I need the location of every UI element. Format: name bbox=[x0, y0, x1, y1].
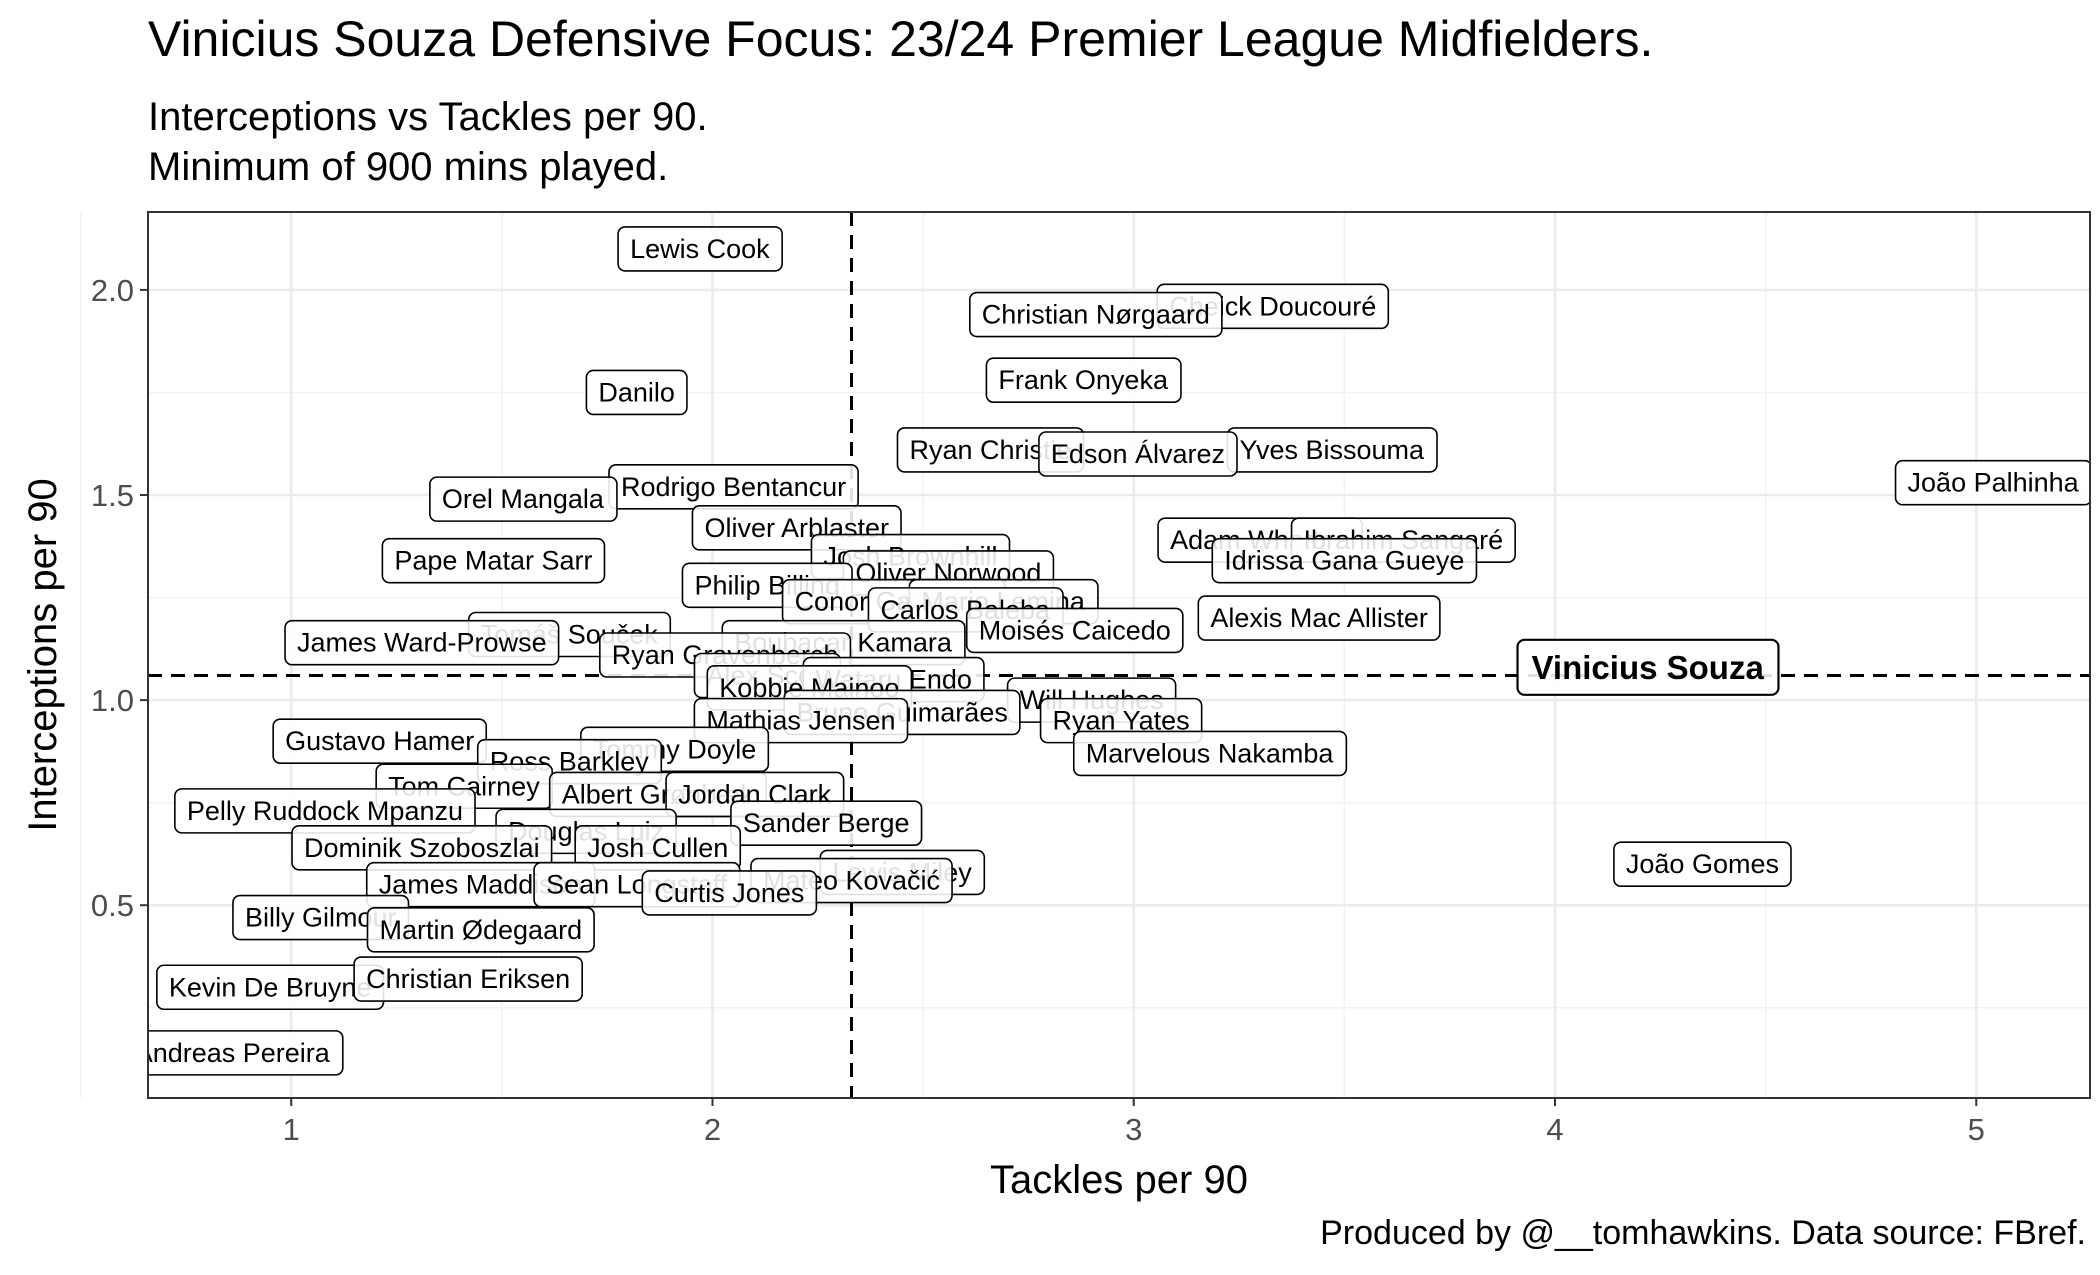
x-axis-title: Tackles per 90 bbox=[990, 1158, 1248, 1202]
label-box bbox=[353, 956, 583, 1002]
label-box bbox=[1613, 841, 1792, 887]
point-label: João Palhinha bbox=[1894, 459, 2090, 506]
label-text: Lewis Cook bbox=[630, 234, 770, 264]
highlight-point-label: Vinicius Souza bbox=[1516, 638, 1780, 696]
subtitle-line-1: Interceptions vs Tackles per 90. bbox=[148, 95, 708, 139]
label-text: Dominik Szoboszlai bbox=[304, 833, 540, 863]
label-box bbox=[1197, 595, 1441, 641]
point-label: Pelly Ruddock Mpanzu bbox=[174, 788, 476, 834]
x-tick-label: 4 bbox=[1546, 1112, 1563, 1147]
point-label: Frank Onyeka bbox=[985, 357, 1182, 403]
y-tick-label: 2.0 bbox=[91, 273, 134, 308]
subtitle-line-2: Minimum of 900 mins played. bbox=[148, 145, 669, 189]
label-box bbox=[985, 357, 1182, 403]
point-label: Moisés Caicedo bbox=[965, 607, 1184, 654]
label-box bbox=[617, 226, 783, 272]
label-text: Alexis Mac Allister bbox=[1210, 603, 1428, 633]
label-box bbox=[1038, 431, 1238, 477]
point-label: James Ward-Prowse bbox=[284, 619, 560, 666]
label-text: Sander Berge bbox=[743, 808, 910, 838]
label-text: Martin Ødegaard bbox=[379, 915, 582, 945]
label-text: João Palhinha bbox=[1908, 468, 2080, 498]
label-text: João Gomes bbox=[1626, 849, 1779, 879]
point-label: Idrissa Gana Gueye bbox=[1211, 537, 1478, 584]
plot-panel-border bbox=[147, 211, 2091, 1099]
label-box bbox=[730, 800, 923, 846]
x-tick-label: 2 bbox=[704, 1112, 721, 1147]
point-label: Danilo bbox=[585, 369, 688, 416]
label-box bbox=[1894, 459, 2090, 506]
label-text: Pape Matar Sarr bbox=[394, 546, 592, 576]
label-box bbox=[366, 907, 595, 953]
label-text: Rodrigo Bentancur bbox=[621, 472, 846, 502]
point-label: Andreas Pereira bbox=[135, 1030, 344, 1076]
label-text: Gustavo Hamer bbox=[285, 726, 474, 756]
label-text: Pelly Ruddock Mpanzu bbox=[187, 796, 463, 826]
label-text: Andreas Pereira bbox=[135, 1038, 331, 1068]
point-label: Martin Ødegaard bbox=[366, 907, 595, 953]
y-axis-ticks: 0.5 1.0 1.5 2.0 bbox=[91, 273, 148, 923]
label-text: Marvelous Nakamba bbox=[1086, 738, 1335, 768]
x-tick-label: 5 bbox=[1968, 1112, 1985, 1147]
point-label: Sander Berge bbox=[730, 800, 923, 846]
point-label: Rodrigo Bentancur bbox=[608, 464, 859, 510]
point-label: Gustavo Hamer bbox=[272, 718, 488, 764]
label-text: Moisés Caicedo bbox=[979, 615, 1171, 645]
label-text: Josh Cullen bbox=[587, 833, 728, 863]
point-label: Christian Nørgaard bbox=[968, 291, 1223, 338]
chart-title: Vinicius Souza Defensive Focus: 23/24 Pr… bbox=[148, 11, 1654, 67]
point-label: Lewis Cook bbox=[617, 226, 783, 272]
point-label: Edson Álvarez bbox=[1038, 431, 1238, 477]
label-box bbox=[1072, 730, 1348, 777]
point-label: Pape Matar Sarr bbox=[381, 537, 606, 584]
y-tick-label: 1.0 bbox=[91, 683, 134, 718]
y-tick-label: 0.5 bbox=[91, 888, 134, 923]
point-label: João Gomes bbox=[1613, 841, 1792, 887]
label-text: Danilo bbox=[598, 377, 675, 407]
label-box bbox=[284, 619, 560, 666]
point-label: Alexis Mac Allister bbox=[1197, 595, 1441, 641]
x-tick-label: 1 bbox=[283, 1112, 300, 1147]
point-label: Christian Eriksen bbox=[353, 956, 583, 1002]
x-tick-label: 3 bbox=[1125, 1112, 1142, 1147]
label-box bbox=[1516, 638, 1780, 696]
label-text: James Ward-Prowse bbox=[297, 628, 547, 658]
label-box bbox=[1211, 537, 1478, 584]
point-label: Dominik Szoboszlai bbox=[291, 824, 553, 871]
label-text: Ryan Yates bbox=[1053, 706, 1190, 736]
label-text: Curtis Jones bbox=[654, 878, 804, 908]
chart-caption: Produced by @__tomhawkins. Data source: … bbox=[1320, 1214, 2086, 1252]
y-axis-title: Interceptions per 90 bbox=[21, 478, 65, 832]
x-axis-ticks: 1 2 3 4 5 bbox=[283, 1098, 1985, 1147]
label-box bbox=[148, 1030, 344, 1076]
point-label: Orel Mangala bbox=[429, 476, 618, 522]
point-label: Yves Bissouma bbox=[1226, 427, 1438, 473]
label-text: Christian Eriksen bbox=[366, 964, 570, 994]
chart-subtitle: Interceptions vs Tackles per 90. Minimum… bbox=[148, 92, 708, 192]
label-box bbox=[381, 537, 606, 584]
label-text: Idrissa Gana Gueye bbox=[1224, 546, 1464, 576]
label-text: Vinicius Souza bbox=[1532, 649, 1765, 686]
label-box bbox=[585, 369, 688, 416]
label-text: Edson Álvarez bbox=[1051, 439, 1225, 469]
point-label: Marvelous Nakamba bbox=[1072, 730, 1348, 777]
label-box bbox=[641, 870, 818, 916]
label-text: Yves Bissouma bbox=[1239, 435, 1425, 465]
label-text: Kevin De Bruyne bbox=[169, 972, 372, 1002]
label-box bbox=[965, 607, 1184, 654]
label-text: Frank Onyeka bbox=[998, 365, 1169, 395]
label-text: Orel Mangala bbox=[442, 484, 605, 514]
y-tick-label: 1.5 bbox=[91, 478, 134, 513]
point-label: Curtis Jones bbox=[641, 870, 818, 916]
label-text: Christian Nørgaard bbox=[982, 300, 1210, 330]
label-box bbox=[429, 476, 618, 522]
label-box bbox=[968, 291, 1223, 338]
point-label: Kevin De Bruyne bbox=[156, 964, 385, 1011]
